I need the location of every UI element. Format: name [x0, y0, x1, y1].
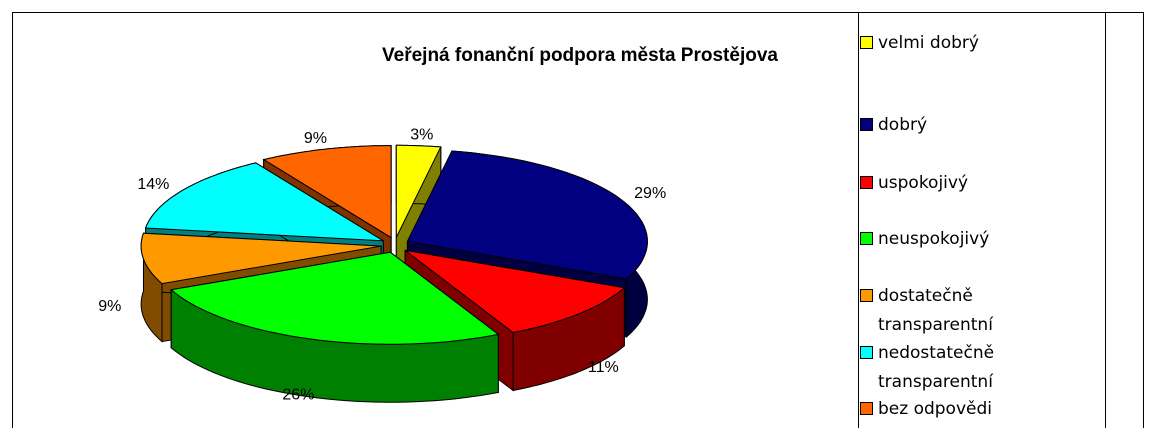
legend-label: velmi dobrý	[878, 33, 979, 53]
data-label: 29%	[634, 185, 666, 202]
slice-top	[144, 162, 384, 242]
legend-swatch	[860, 232, 873, 245]
data-label: 26%	[282, 387, 314, 404]
data-label: 11%	[588, 359, 619, 376]
slice-top	[395, 144, 442, 238]
data-label: 14%	[137, 176, 169, 193]
legend-item: bez odpovědi	[860, 395, 1068, 424]
slice-top	[262, 145, 392, 239]
legend-item: neuspokojivý	[860, 225, 1068, 254]
legend-swatch	[860, 36, 873, 49]
legend-label: uspokojivý	[878, 173, 969, 193]
legend-item: dobrý	[860, 111, 1068, 140]
data-label: 9%	[98, 298, 121, 315]
legend-swatch	[860, 289, 873, 302]
pie	[140, 144, 648, 403]
legend-box	[858, 12, 1106, 428]
legend-item: uspokojivý	[860, 169, 1068, 198]
slice	[395, 144, 442, 296]
legend-label: dobrý	[878, 115, 928, 135]
legend-label: dostatečně transparentní	[878, 286, 993, 335]
chart-title: Veřejná fonanční podpora města Prostějov…	[382, 45, 778, 66]
legend-label: neuspokojivý	[878, 229, 990, 249]
legend-swatch	[860, 346, 873, 359]
legend-label: nedostatečně transparentní	[878, 343, 995, 392]
slice-top	[140, 232, 382, 285]
legend-item: dostatečně transparentní	[860, 282, 1068, 340]
slice-top	[404, 249, 626, 334]
legend-item: nedostatečně transparentní	[860, 339, 1068, 397]
legend-swatch	[860, 118, 873, 131]
legend-item: velmi dobrý	[860, 29, 1068, 58]
legend-swatch	[860, 402, 873, 415]
data-label: 9%	[304, 130, 327, 147]
slice-top	[406, 150, 648, 280]
legend-swatch	[860, 176, 873, 189]
data-label: 3%	[410, 126, 433, 143]
slice-top	[170, 251, 500, 345]
legend-label: bez odpovědi	[878, 399, 992, 419]
slice	[170, 251, 500, 403]
